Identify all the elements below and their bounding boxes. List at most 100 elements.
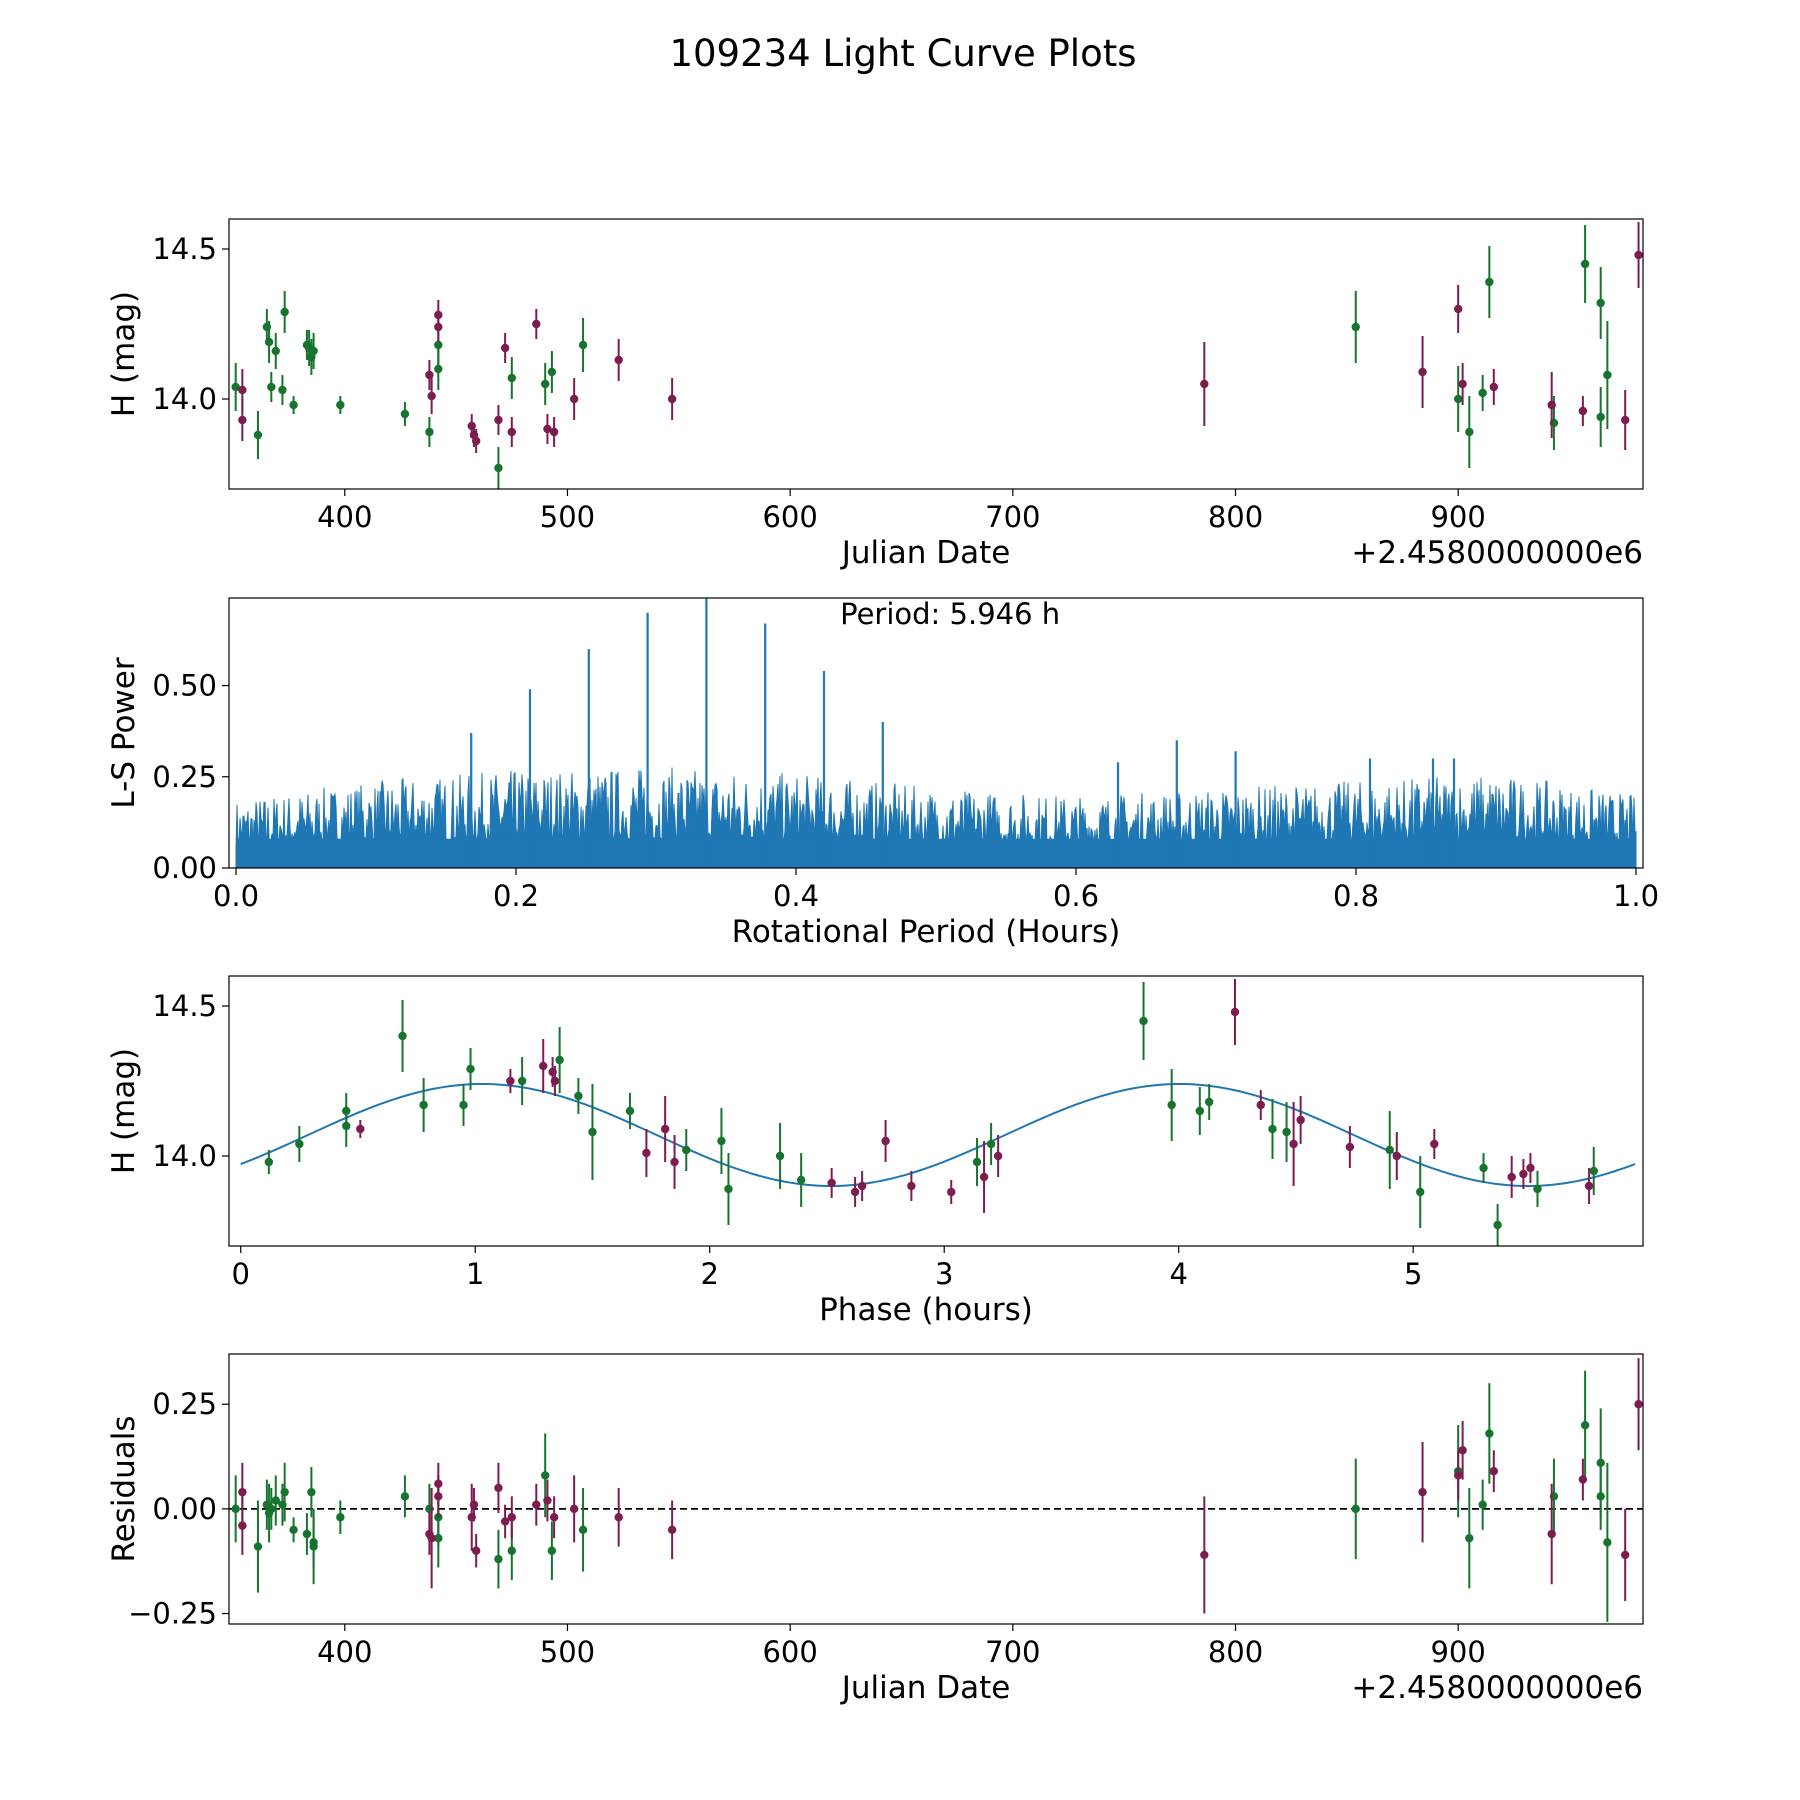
x-tick-label: 0.6 (1053, 879, 1099, 913)
data-point (238, 415, 247, 425)
data-point (574, 1091, 583, 1101)
x-offset-text: +2.4580000000e6 (1351, 1670, 1643, 1706)
x-tick-label: 700 (985, 1635, 1040, 1669)
data-point (796, 1175, 806, 1185)
data-point (1458, 1446, 1467, 1455)
data-point (400, 409, 410, 419)
data-point (434, 1492, 443, 1501)
x-tick-label: 600 (762, 1635, 817, 1669)
data-point (625, 1106, 635, 1116)
plot-area-periodogram (235, 598, 1637, 868)
data-point (549, 427, 559, 437)
x-tick-label: 500 (540, 500, 595, 534)
data-point (1526, 1163, 1535, 1173)
data-point (1596, 298, 1605, 308)
x-offset-text: +2.4580000000e6 (1351, 535, 1643, 571)
y-tick-label: 0.25 (152, 760, 217, 794)
data-point (471, 436, 481, 446)
data-point (1465, 427, 1474, 437)
data-point (231, 382, 240, 392)
data-point (1478, 1500, 1487, 1509)
y-axis-label: H (mag) (106, 1048, 142, 1174)
y-tick-label: 0.00 (152, 1492, 217, 1526)
data-point (507, 373, 516, 383)
data-point (1584, 1181, 1594, 1191)
data-point (400, 1492, 410, 1501)
data-point (1453, 304, 1463, 314)
chart-residuals: 400 500 600 700 800 900 −0.25 0.00 0.25 Julian Da… (106, 1353, 1644, 1706)
data-point (507, 1546, 516, 1555)
y-tick-label: 14.5 (152, 989, 217, 1023)
data-point (642, 1148, 651, 1158)
plot-area-phased (240, 979, 1636, 1246)
data-point (1453, 1471, 1463, 1480)
data-point (356, 1124, 365, 1134)
data-point (466, 1064, 475, 1074)
data-point (238, 1521, 247, 1530)
data-point (1418, 367, 1427, 377)
data-point (881, 1136, 890, 1146)
data-point (1603, 370, 1612, 380)
x-tick-label: 900 (1430, 1635, 1485, 1669)
data-point (549, 1513, 559, 1522)
plot-area-residuals (229, 1358, 1643, 1622)
x-tick-label: 0.0 (213, 879, 259, 913)
data-point (775, 1151, 785, 1161)
x-tick-label: 1.0 (1613, 879, 1659, 913)
x-tick-label: 0 (231, 1257, 249, 1291)
data-point (309, 346, 318, 356)
data-point (494, 1554, 503, 1564)
data-point (295, 1139, 304, 1149)
data-point (289, 1525, 298, 1535)
data-point (857, 1181, 867, 1191)
data-point (307, 1487, 316, 1497)
data-point (1634, 250, 1643, 260)
x-tick-label: 400 (317, 500, 372, 534)
data-point (550, 1076, 560, 1086)
x-tick-label: 900 (1430, 500, 1485, 534)
data-point (231, 1504, 240, 1514)
data-point (289, 400, 298, 410)
chart-periodogram: Period: 5.946 h 0.0 0.2 0.4 0.6 0.8 1.0 0.00 0.2… (106, 597, 1659, 950)
y-tick-label: 0.50 (152, 669, 217, 703)
y-tick-label: 0.25 (152, 1387, 217, 1421)
data-point (1289, 1139, 1298, 1149)
data-point (547, 1546, 557, 1555)
data-point (1416, 1187, 1425, 1197)
axes-frame-phased (228, 975, 1644, 1247)
x-tick-label: 0.8 (1333, 879, 1379, 913)
data-point (507, 1513, 516, 1522)
data-point (532, 1500, 541, 1509)
data-point (1465, 1533, 1474, 1543)
data-point (555, 1055, 564, 1065)
x-tick-label: 3 (935, 1257, 953, 1291)
x-tick-label: 1 (466, 1257, 484, 1291)
data-point (724, 1184, 733, 1194)
x-tick-label: 400 (317, 1635, 372, 1669)
data-point (500, 343, 510, 353)
data-point (667, 394, 677, 404)
data-point (264, 337, 274, 347)
data-point (434, 1533, 443, 1543)
data-point (500, 1517, 510, 1526)
data-point (494, 463, 503, 473)
data-point (1345, 1142, 1355, 1152)
data-point (850, 1187, 860, 1197)
data-point (1547, 1529, 1556, 1539)
data-point (682, 1145, 691, 1155)
data-point (1458, 379, 1467, 389)
data-point (541, 379, 550, 389)
data-point (543, 424, 552, 434)
series-green (231, 1370, 1612, 1622)
data-point (1547, 400, 1556, 410)
data-point (434, 340, 443, 350)
data-point (1519, 1169, 1528, 1179)
data-point (264, 1157, 274, 1167)
data-point (1268, 1124, 1277, 1134)
plot-area-lightcurve (231, 222, 1643, 489)
data-point (1578, 406, 1588, 416)
data-point (425, 427, 434, 437)
data-point (569, 1504, 579, 1514)
data-point (309, 1542, 318, 1551)
